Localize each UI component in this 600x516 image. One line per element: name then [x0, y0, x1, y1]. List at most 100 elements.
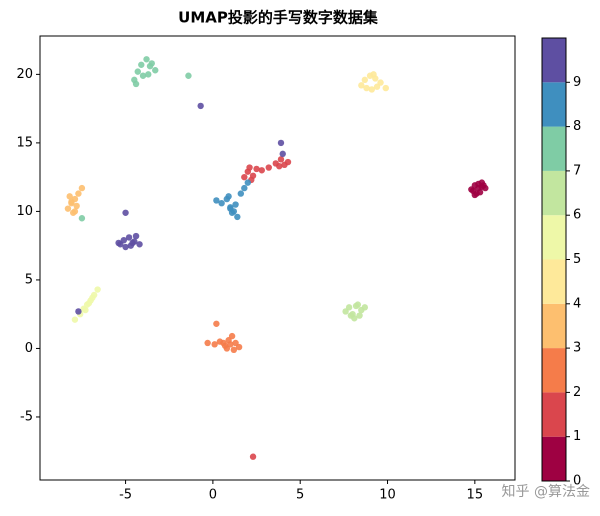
x-tick-label: -5: [119, 488, 132, 503]
y-tick-label: 15: [16, 135, 33, 150]
point: [373, 83, 381, 90]
point: [71, 208, 79, 215]
colorbar-band: [542, 303, 566, 349]
point: [478, 179, 486, 186]
colorbar-band: [542, 436, 566, 481]
point: [246, 164, 253, 171]
point: [66, 193, 73, 200]
y-tick-label: -5: [20, 409, 33, 424]
point: [347, 312, 355, 319]
legend-label: 6: [573, 208, 581, 223]
point: [152, 67, 159, 74]
point: [230, 346, 238, 354]
point: [363, 84, 370, 92]
point: [197, 102, 204, 110]
watermark: 知乎 @算法金: [502, 483, 590, 500]
point: [279, 150, 286, 158]
point: [225, 193, 232, 200]
point: [78, 215, 86, 222]
point: [345, 304, 353, 311]
point: [471, 191, 479, 199]
point: [129, 239, 136, 247]
point: [241, 173, 248, 181]
x-tick-label: 0: [209, 488, 217, 503]
point: [145, 71, 152, 78]
point: [82, 306, 89, 314]
colorbar-band: [542, 348, 566, 393]
point: [265, 164, 272, 171]
point: [89, 294, 96, 301]
x-tick-label: 5: [296, 488, 304, 503]
y-tick-label: 20: [16, 67, 33, 82]
y-tick-label: 10: [16, 204, 33, 219]
point: [138, 61, 145, 68]
point: [218, 199, 225, 207]
legend-label: 9: [573, 75, 581, 90]
colorbar-band: [542, 392, 566, 437]
point: [368, 86, 376, 93]
point: [132, 80, 140, 88]
colorbar-band: [542, 259, 566, 304]
point: [71, 316, 79, 323]
point: [204, 339, 211, 347]
point: [276, 162, 283, 170]
point: [227, 341, 234, 348]
point: [253, 165, 260, 173]
point: [382, 84, 389, 92]
point: [75, 190, 82, 197]
point: [356, 312, 363, 319]
point: [64, 205, 72, 212]
point: [475, 184, 482, 192]
point: [117, 241, 124, 248]
point: [122, 209, 129, 216]
point: [73, 202, 80, 210]
legend-label: 3: [573, 341, 581, 356]
legend-label: 0: [573, 474, 581, 489]
legend-label: 4: [573, 296, 581, 311]
point: [134, 68, 141, 75]
point: [277, 139, 285, 147]
point: [284, 158, 292, 166]
legend-label: 2: [573, 385, 581, 400]
point: [136, 241, 143, 248]
point: [237, 190, 245, 197]
point: [211, 341, 218, 348]
x-tick-label: 15: [467, 488, 484, 503]
colorbar-band: [542, 82, 566, 127]
legend-label: 1: [573, 429, 581, 444]
point: [354, 301, 362, 308]
point: [122, 243, 129, 251]
point: [241, 184, 248, 192]
point: [361, 304, 369, 311]
point: [143, 56, 150, 63]
point: [132, 232, 140, 240]
colorbar-band: [542, 215, 566, 260]
point: [75, 308, 82, 315]
y-tick-label: 0: [25, 341, 33, 356]
point: [139, 72, 147, 79]
point: [258, 167, 265, 174]
point: [213, 320, 220, 327]
chart-title: UMAP投影的手写数字数据集: [178, 9, 379, 27]
point: [358, 82, 365, 89]
point: [213, 197, 220, 204]
point: [235, 343, 243, 351]
point: [68, 198, 75, 206]
point: [244, 179, 252, 186]
point: [277, 156, 285, 163]
plot-frame: [39, 35, 516, 481]
point: [146, 62, 154, 70]
colorbar-band: [542, 126, 566, 171]
colorbar-band: [542, 170, 566, 216]
point: [94, 286, 101, 293]
point: [125, 234, 133, 241]
legend-label: 7: [573, 163, 581, 178]
y-tick-label: 5: [25, 272, 33, 287]
point: [232, 201, 239, 208]
point: [227, 205, 234, 212]
point: [78, 184, 86, 192]
legend-label: 5: [573, 252, 581, 267]
point: [234, 213, 241, 221]
point: [185, 72, 192, 79]
